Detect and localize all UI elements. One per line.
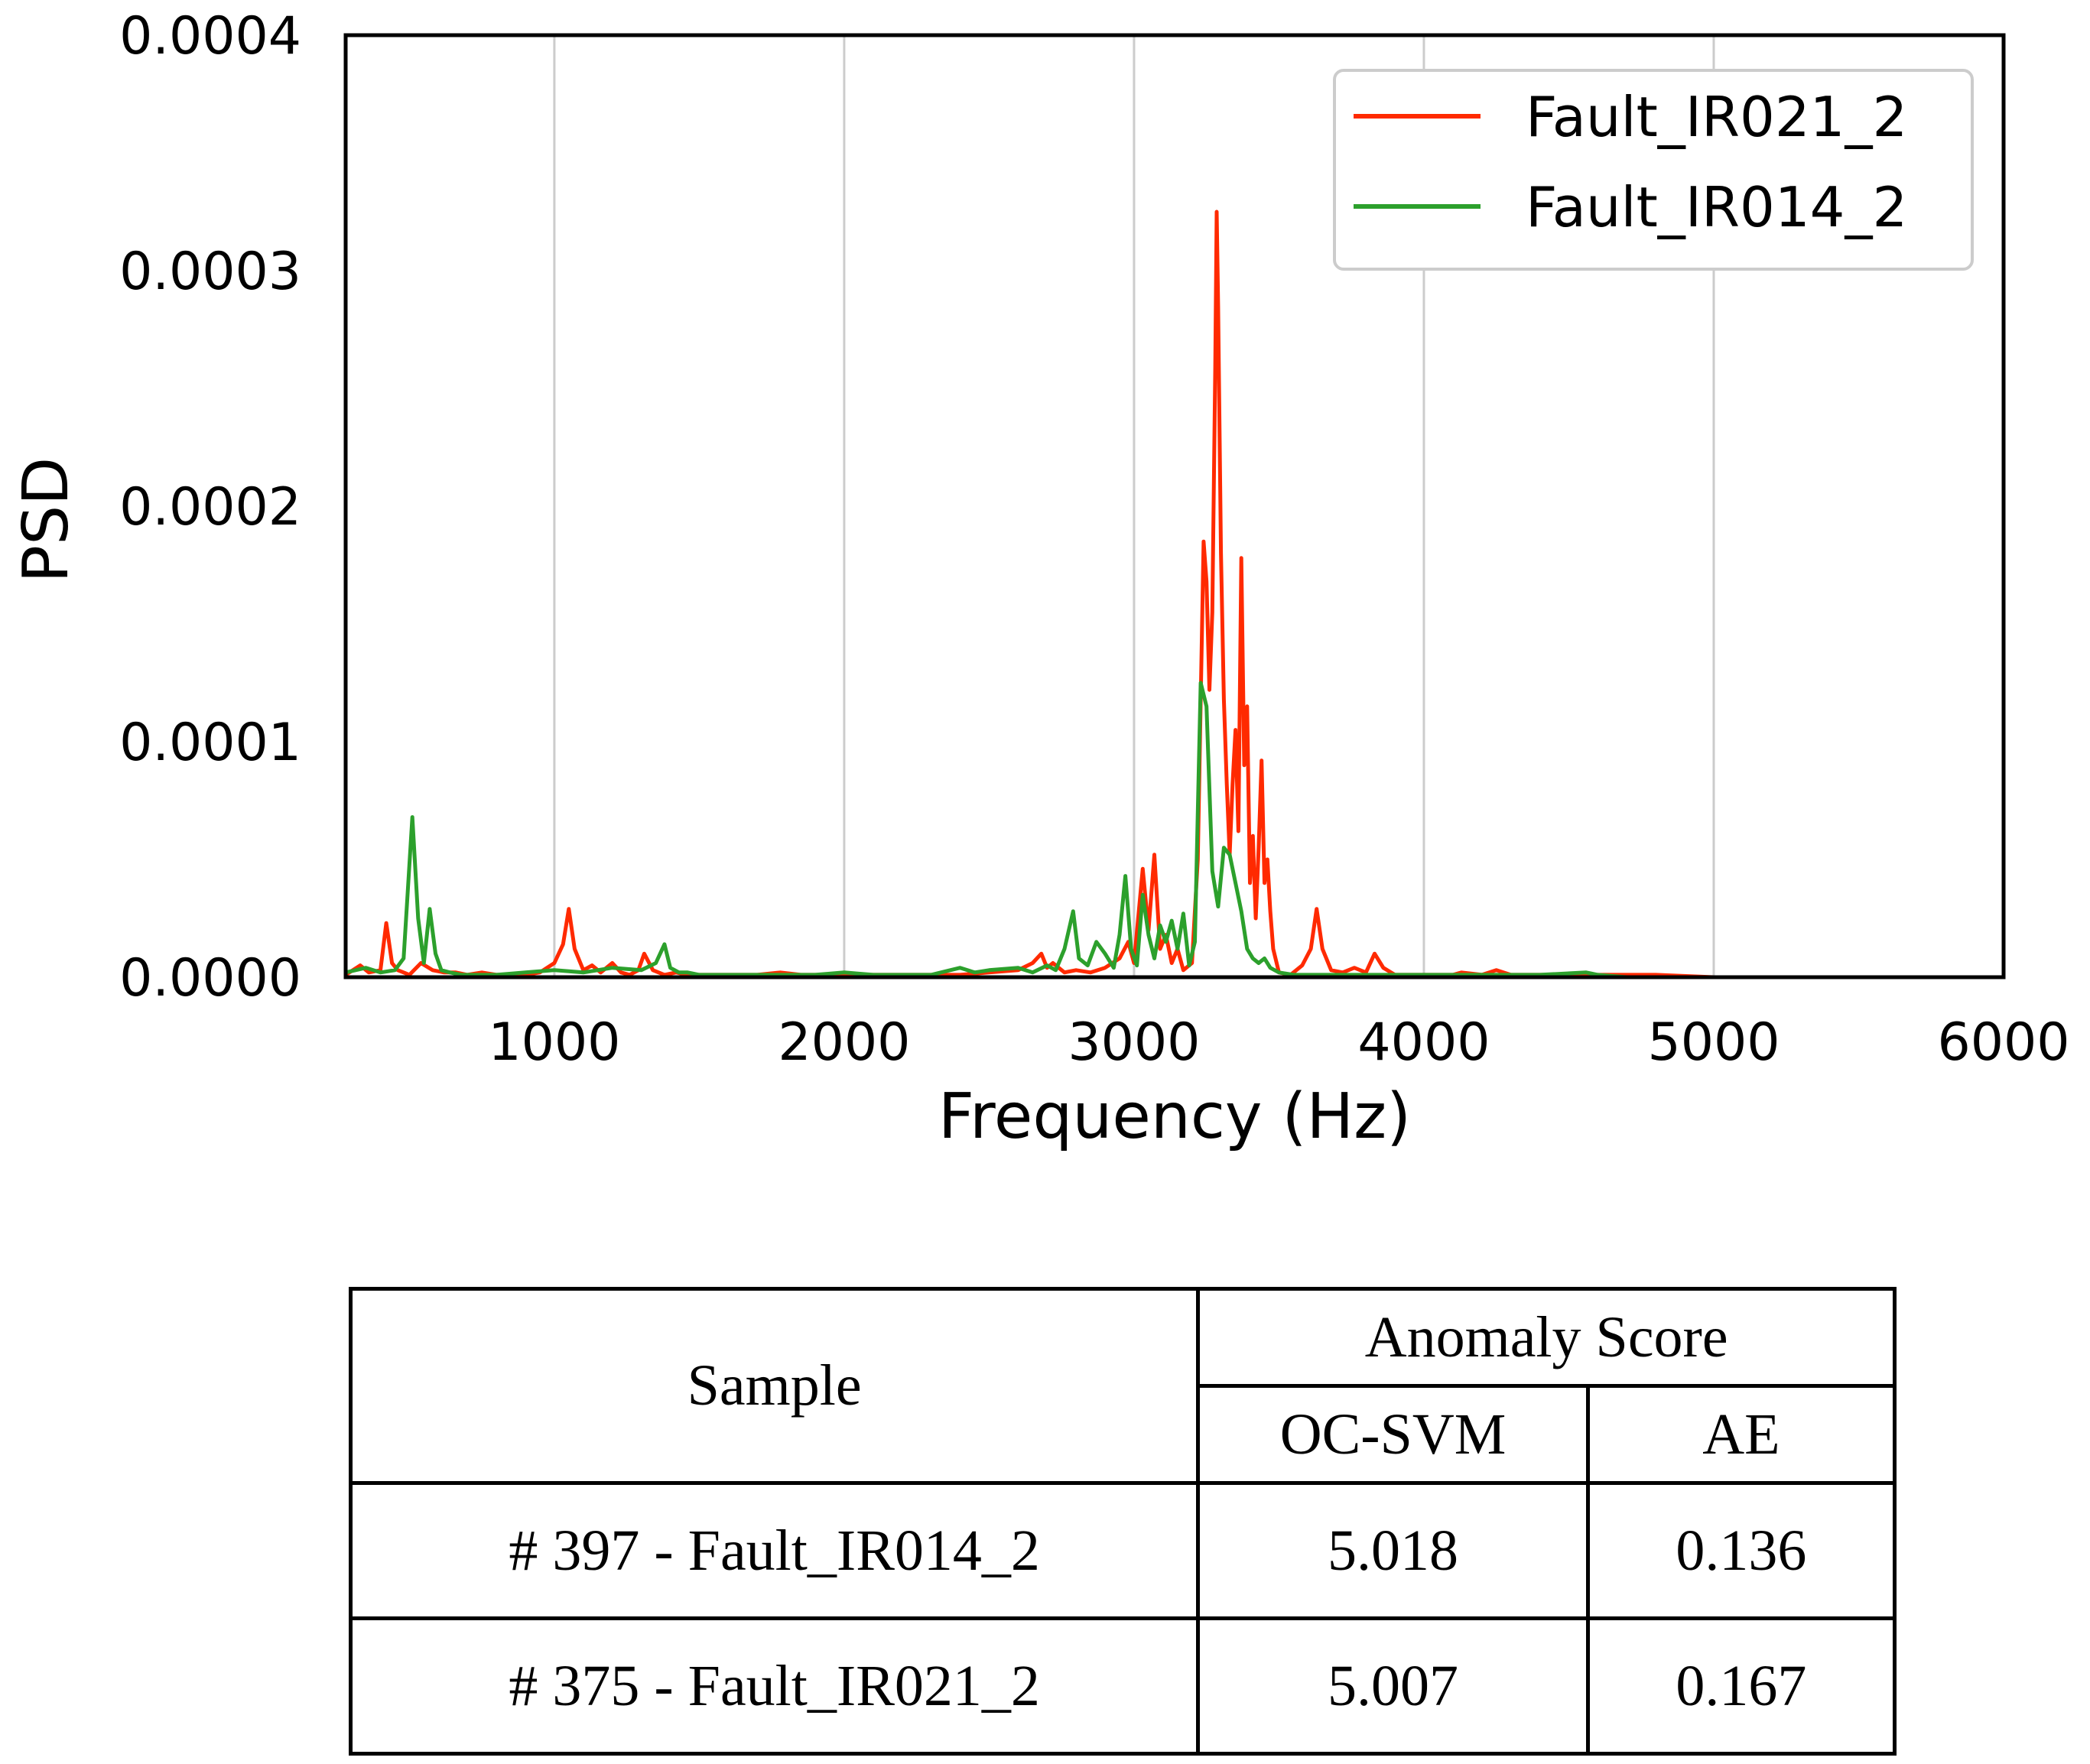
psd-chart: 1000 2000 3000 4000 5000 6000 0.00000.00010.0… [10,6,2070,1153]
x-axis-title: Frequency (Hz) [938,1080,1411,1153]
y-axis-ticks: 0.0000 0.0001 0.0002 0.0003 0.0004 [119,6,301,1009]
header-ae: AE [1585,1384,1897,1485]
row-sample: # 397 - Fault_IR014_2 [348,1481,1201,1620]
series-line-fault-ir021-2 [343,210,2006,979]
header-anomaly-score: Anomaly Score [1196,1287,1897,1388]
table-subheader-row: OC-SVM AE [351,1384,1897,1485]
y-tick-label: 0.0004 [119,6,301,67]
row-sample: # 375 - Fault_IR021_2 [348,1616,1201,1756]
y-tick-label: 0.0002 [119,477,301,538]
anomaly-score-table: Sample Anomaly Score OC-SVM AE # 397 - F… [348,1287,1897,1756]
x-tick-label: 1000 [488,1012,620,1073]
header-sample: Sample [348,1287,1201,1485]
header-ocsvm: OC-SVM [1196,1384,1590,1485]
legend: Fault_IR021_2 Fault_IR014_2 [1333,69,1974,271]
table-row: # 375 - Fault_IR021_2 5.007 0.167 [348,1616,1897,1756]
x-tick-label: 4000 [1357,1012,1490,1073]
row-ae: 0.136 [1585,1481,1897,1620]
legend-label-fault-ir014-2: Fault_IR014_2 [1526,175,1907,239]
table-header-row: Sample Anomaly Score [348,1287,1897,1485]
plot-frame [343,33,2006,979]
series-layer [343,210,2006,979]
series-line-fault-ir014-2 [343,681,2006,979]
x-axis-ticks: 1000 2000 3000 4000 5000 6000 [488,1012,2069,1073]
x-tick-label: 3000 [1068,1012,1200,1073]
y-tick-label: 0.0000 [119,948,301,1009]
row-ocsvm: 5.007 [1196,1616,1590,1756]
legend-box [1333,69,1974,271]
row-ocsvm: 5.018 [1196,1481,1590,1620]
x-tick-label: 2000 [778,1012,910,1073]
legend-label-fault-ir021-2: Fault_IR021_2 [1526,85,1907,149]
table-row: # 397 - Fault_IR014_2 5.018 0.136 [348,1481,1897,1620]
row-ae: 0.167 [1585,1616,1897,1756]
y-tick-label: 0.0003 [119,242,301,302]
y-tick-label: 0.0001 [119,713,301,773]
x-tick-label: 6000 [1937,1012,2069,1073]
y-axis-title: PSD [10,457,83,583]
x-tick-label: 5000 [1647,1012,1780,1073]
